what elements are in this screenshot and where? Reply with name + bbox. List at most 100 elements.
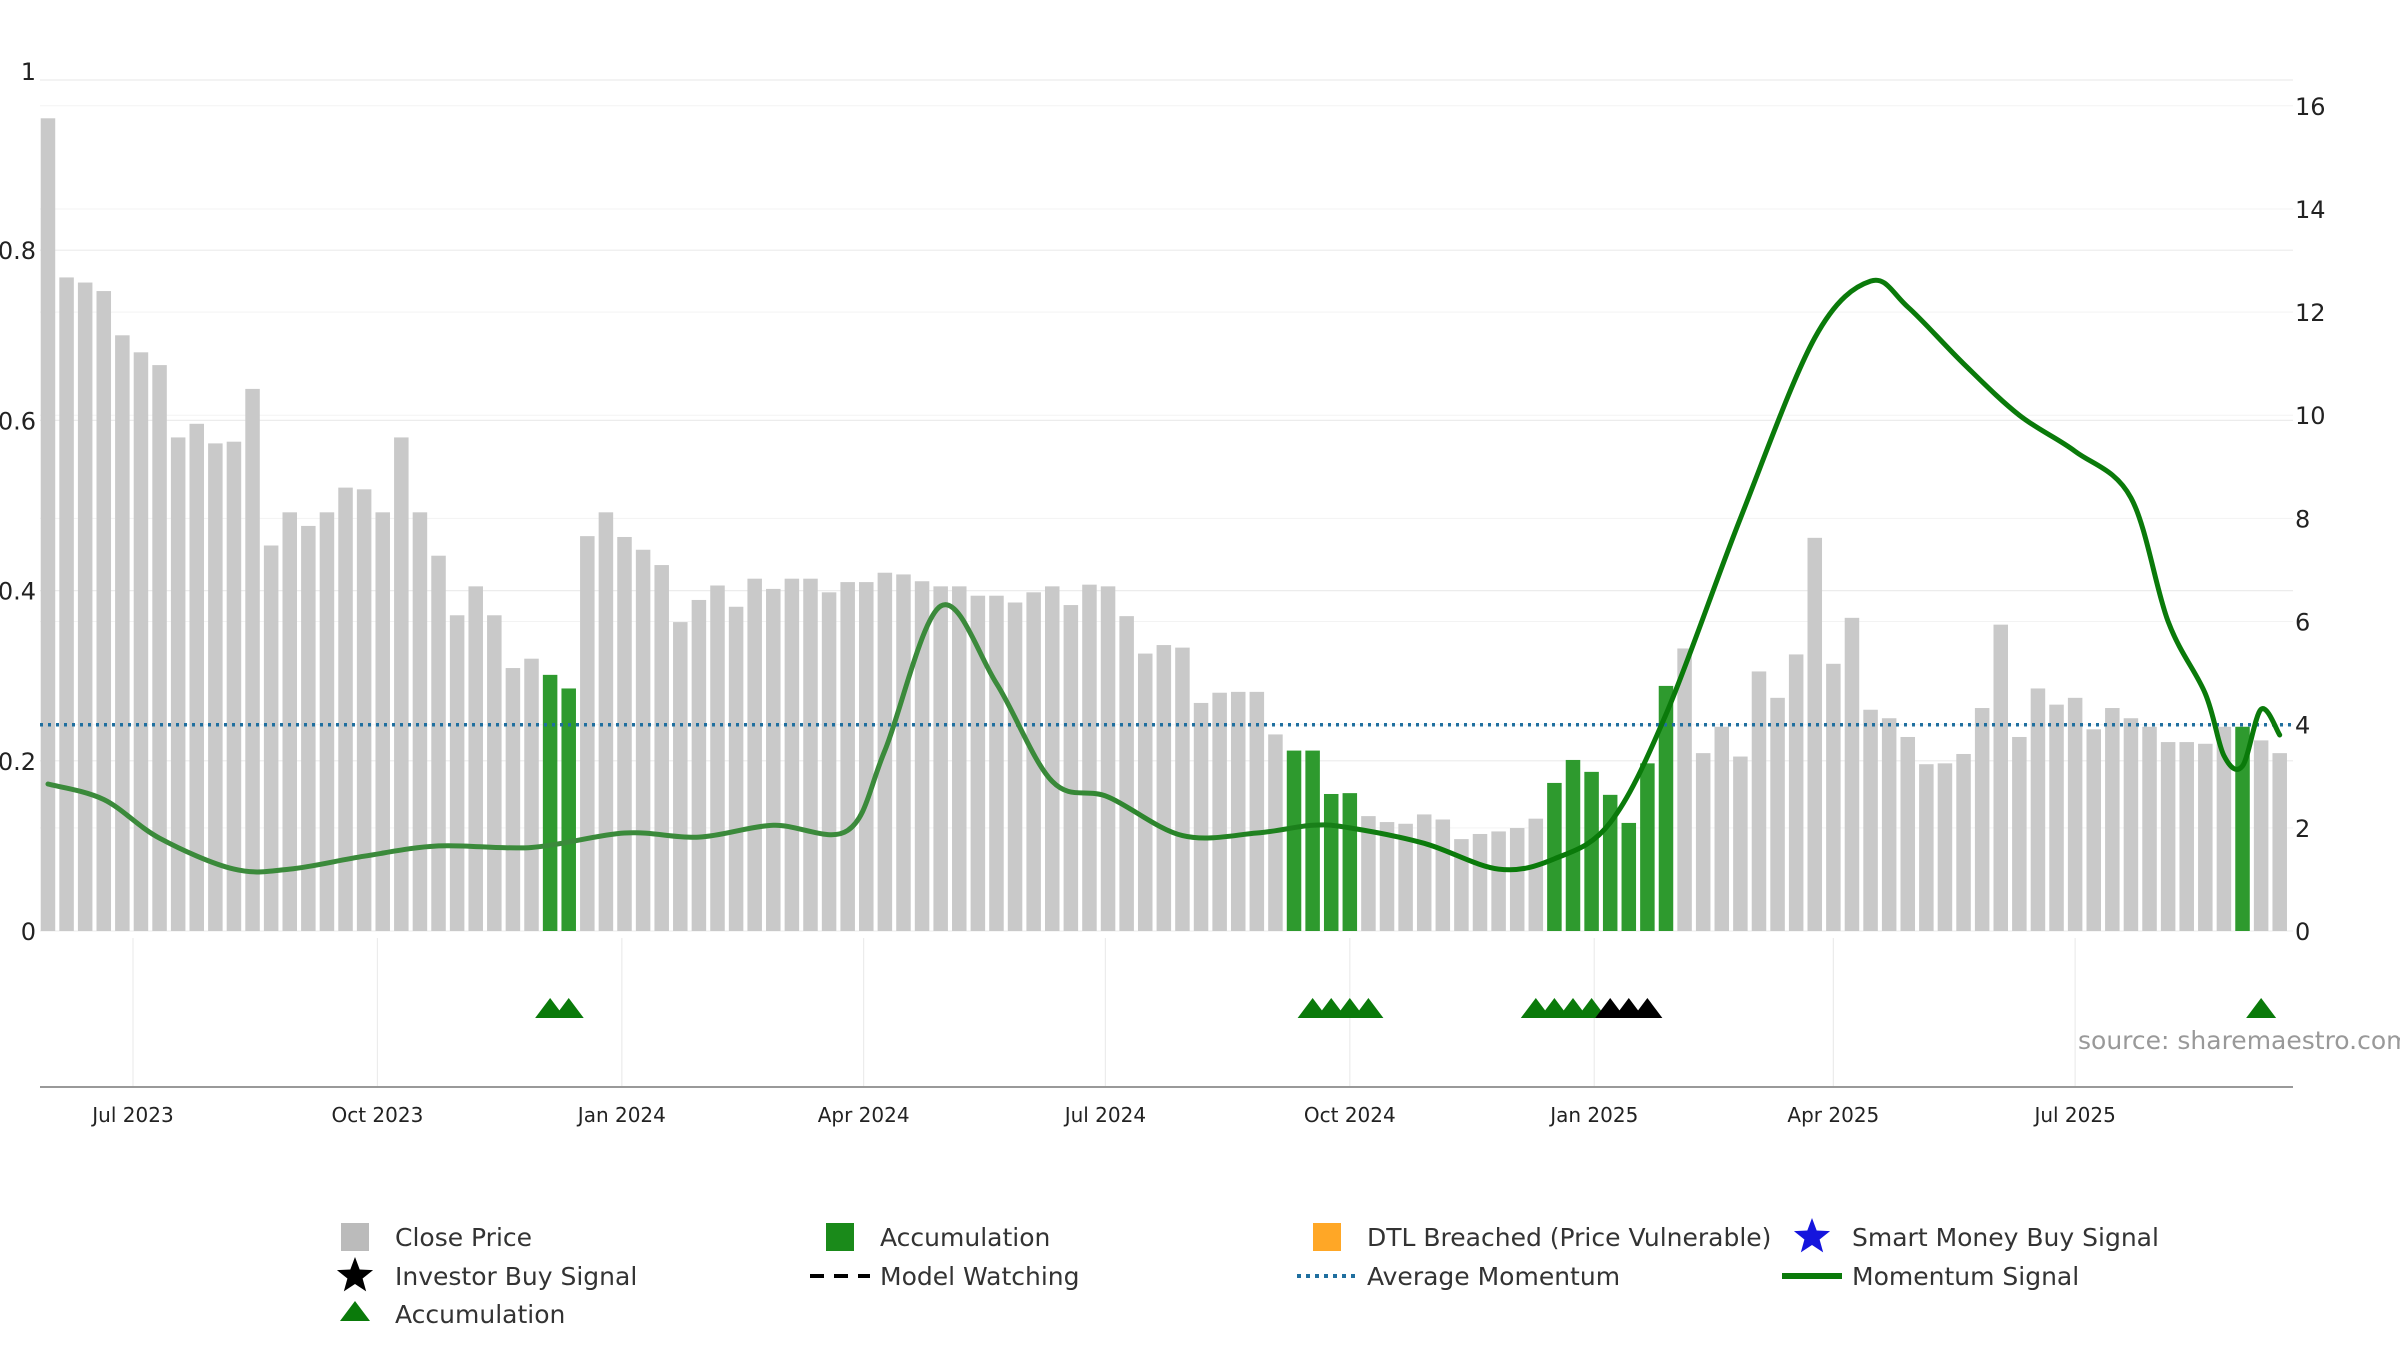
close-price-bar [2216,726,2232,931]
close-price-bar [319,512,335,931]
close-price-bar [487,615,502,931]
close-price-bar [821,592,837,931]
close-price-bar [301,525,316,931]
x-tick-label: Apr 2025 [1787,1103,1879,1127]
source-label: source: sharemaestro.com [2078,1026,2400,1055]
right-tick-label: 12 [2295,299,2326,327]
right-tick-label: 16 [2295,93,2326,121]
close-price-bar [2142,726,2157,931]
close-price-bar [1082,584,1097,931]
close-price-bar [1937,763,1953,931]
close-price-bar [208,443,223,931]
close-price-bar [263,545,279,931]
left-tick-label: 0.2 [0,748,36,776]
momentum-signal-line [45,277,2283,875]
legend-label: Model Watching [880,1262,1080,1291]
close-price-bar [896,574,911,931]
close-price-bar [1007,602,1023,931]
close-price-bar [1063,605,1079,931]
close-price-bar [1137,653,1153,931]
close-price-bar [226,441,242,931]
close-price-bar [1844,617,1860,931]
close-price-bar [2086,729,2101,931]
close-price-bar [1770,697,1785,931]
close-price-bar [40,118,56,932]
legend-accumulation-symbol [826,1223,854,1251]
accumulation-bar [1286,750,1302,931]
close-price-bar [2105,708,2120,931]
close-price-bar [356,489,372,931]
right-tick-label: 10 [2295,402,2326,430]
close-price-bar [1677,648,1692,931]
close-price-bar [505,668,521,931]
legend: Close Price Accumulation DTL Breached (Pri… [336,1218,2159,1329]
close-price-bar [766,588,781,931]
close-price-bar [59,277,74,931]
close-price-bar [282,512,297,931]
close-price-bar [1919,764,1934,931]
x-tick-label: Jan 2024 [576,1103,666,1127]
left-tick-label: 0.4 [0,578,36,606]
accumulation-bar [561,688,576,931]
close-price-bar [803,578,818,931]
legend-label: Close Price [395,1223,532,1252]
close-price-bar [170,437,186,931]
close-price-bar [152,365,167,932]
legend-label: Average Momentum [1367,1262,1620,1291]
close-price-bar [2049,704,2064,931]
close-price-bar [2030,688,2046,931]
close-price-bar [338,487,353,931]
close-price-bar [747,578,762,931]
close-price-bar [2123,718,2139,931]
close-price-bar [989,595,1004,931]
close-price-bar [970,595,986,931]
close-price-bar [2272,753,2287,931]
close-price-bar [115,335,130,931]
close-price-bar [1472,833,1488,931]
close-price-bar [1993,624,2009,931]
close-price-bar [1398,823,1413,931]
accumulation-bar [542,674,558,931]
close-price-bar [1045,586,1060,931]
close-price-bar [1491,831,1506,931]
legend-dtl-breached-price-vulnerable-symbol [1313,1223,1341,1251]
accumulation-bar [1584,771,1599,931]
accumulation-marker [553,998,584,1018]
close-price-bar [2012,736,2027,931]
close-price-bar [1900,736,1916,931]
right-tick-label: 6 [2295,609,2310,637]
close-price-bar [673,622,688,931]
close-price-bar [1714,726,1730,931]
right-tick-label: 14 [2295,196,2326,224]
accumulation-bar [1565,759,1581,931]
close-price-bar [431,555,446,931]
close-price-bar [580,536,595,931]
close-price-bar [1863,709,1878,931]
legend-accumulation-symbol [340,1301,370,1321]
legend-label: Accumulation [880,1223,1050,1252]
close-price-bar [1454,839,1469,931]
x-tick-label: Apr 2024 [818,1103,910,1127]
close-price-bar [189,423,205,931]
close-price-bar [1956,753,1971,931]
close-price-bar [1435,819,1451,931]
x-tick-label: Jul 2024 [1063,1103,1146,1127]
accumulation-bar [1342,793,1358,931]
close-price-bar [1751,671,1767,931]
close-price-bar [859,582,874,931]
close-price-bar [654,565,669,931]
close-price-bar [1733,756,1748,931]
legend-label: Smart Money Buy Signal [1852,1223,2159,1252]
close-price-bar [933,586,948,931]
close-price-bar [1230,691,1246,931]
close-price-bar [2179,742,2194,931]
close-price-bar [1528,818,1544,931]
legend-label: DTL Breached (Price Vulnerable) [1367,1223,1771,1252]
close-price-bar [617,536,632,931]
legend-label: Accumulation [395,1300,565,1329]
close-price-bar [1361,816,1376,931]
close-price-bar [728,606,744,931]
accumulation-bar [1621,822,1637,931]
close-price-bar [1249,691,1265,931]
right-tick-label: 4 [2295,712,2310,740]
